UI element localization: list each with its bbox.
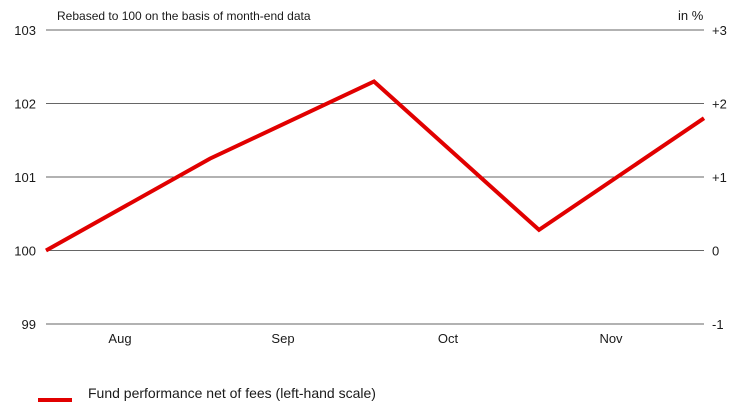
legend-swatch <box>38 398 72 402</box>
x-tick-label: Oct <box>438 331 459 346</box>
right-tick-label: +2 <box>712 97 727 112</box>
legend-label: Fund performance net of fees (left-hand … <box>88 385 376 401</box>
right-tick-label: 0 <box>712 244 719 259</box>
left-tick-label: 100 <box>14 244 36 259</box>
left-axis-ticks: 103 102 101 100 99 <box>14 23 36 332</box>
grid-lines <box>46 29 704 325</box>
legend: Fund performance net of fees (left-hand … <box>38 384 376 402</box>
chart-subtitle: Rebased to 100 on the basis of month-end… <box>57 9 311 23</box>
x-tick-label: Sep <box>271 331 294 346</box>
left-tick-label: 102 <box>14 97 36 112</box>
x-tick-label: Aug <box>108 331 131 346</box>
series-layer <box>45 79 706 253</box>
left-tick-label: 101 <box>14 170 36 185</box>
right-tick-label: +1 <box>712 170 727 185</box>
right-tick-label: +3 <box>712 23 727 38</box>
right-tick-label: -1 <box>712 317 724 332</box>
left-tick-label: 99 <box>22 317 36 332</box>
left-tick-label: 103 <box>14 23 36 38</box>
right-axis-ticks: +3 +2 +1 0 -1 <box>712 23 727 332</box>
right-axis-unit: in % <box>678 8 704 23</box>
x-axis-ticks: Aug Sep Oct Nov <box>108 331 623 346</box>
x-tick-label: Nov <box>599 331 623 346</box>
series-line <box>45 79 706 253</box>
